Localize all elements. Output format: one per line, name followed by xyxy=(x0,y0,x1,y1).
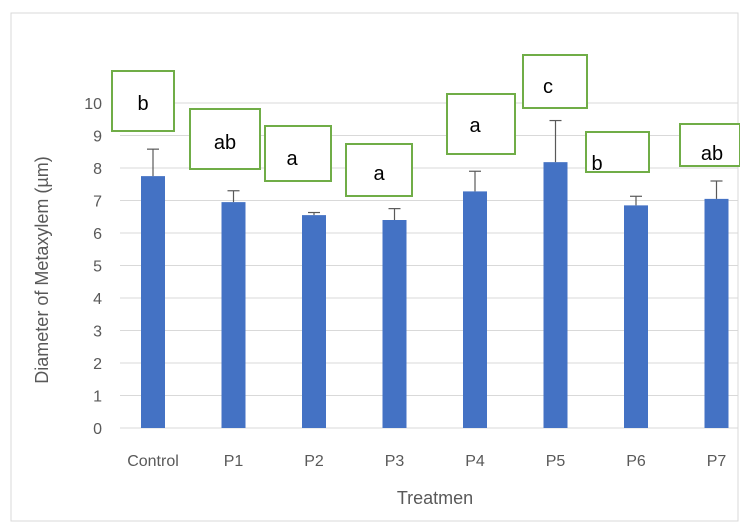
y-axis-title: Diameter of Metaxylem (µm) xyxy=(32,156,52,383)
letter-box-p3: a xyxy=(345,143,413,197)
y-tick-label: 7 xyxy=(93,194,102,211)
x-tick-label: P6 xyxy=(626,453,646,470)
letter-box-border xyxy=(679,123,740,167)
bar-control xyxy=(141,176,165,428)
letter-box-p1: ab xyxy=(189,108,261,170)
bar-p3 xyxy=(382,220,407,428)
y-tick-label: 3 xyxy=(93,324,102,341)
bar-p2 xyxy=(302,215,326,428)
letter-box-border xyxy=(585,131,650,173)
letter-box-p5: c xyxy=(522,54,588,109)
y-tick-label: 0 xyxy=(93,421,102,438)
letter-box-border xyxy=(111,70,175,132)
y-tick-label: 1 xyxy=(93,389,102,406)
x-axis-ticks: Control P1 P2 P3 P4 P5 P6 P7 xyxy=(127,453,726,470)
y-tick-label: 4 xyxy=(93,291,102,308)
error-bars xyxy=(147,119,723,220)
letter-box-p4: a xyxy=(446,93,516,155)
y-tick-label: 6 xyxy=(93,226,102,243)
bar-p4 xyxy=(463,191,487,428)
x-tick-label: P7 xyxy=(707,453,727,470)
letter-box-border xyxy=(345,143,413,197)
significance-letter: a xyxy=(373,163,385,185)
letter-box-p6: b xyxy=(585,131,650,175)
x-tick-label: P4 xyxy=(465,453,485,470)
y-tick-label: 5 xyxy=(93,259,102,276)
x-axis-title: Treatmen xyxy=(397,488,473,508)
significance-letter: c xyxy=(543,76,553,98)
bar-p5 xyxy=(543,162,568,428)
y-tick-label: 10 xyxy=(84,96,102,113)
y-tick-label: 9 xyxy=(93,129,102,146)
y-tick-label: 8 xyxy=(93,161,102,178)
significance-letter: a xyxy=(469,115,481,137)
letter-box-p2: a xyxy=(264,125,332,182)
bar-p1 xyxy=(221,202,246,428)
significance-letters: b ab a a a c b ab xyxy=(111,54,740,197)
bar-p7 xyxy=(704,198,729,428)
bars xyxy=(141,162,729,428)
significance-letter: a xyxy=(286,148,298,170)
x-tick-label: P5 xyxy=(546,453,566,470)
significance-letter: b xyxy=(137,93,148,115)
letter-box-control: b xyxy=(111,70,175,132)
letter-box-p7: ab xyxy=(679,123,740,167)
letter-box-border xyxy=(446,93,516,155)
letter-box-border xyxy=(189,108,261,170)
y-tick-label: 2 xyxy=(93,356,102,373)
significance-letter: ab xyxy=(214,132,236,154)
y-axis-ticks: 0 1 2 3 4 5 6 7 8 9 10 xyxy=(84,96,102,438)
significance-letter: ab xyxy=(701,143,723,165)
significance-letter: b xyxy=(591,153,602,175)
x-tick-label: P3 xyxy=(385,453,405,470)
x-tick-label: P1 xyxy=(224,453,244,470)
letter-box-border xyxy=(522,54,588,109)
x-tick-label: P2 xyxy=(304,453,324,470)
x-tick-label: Control xyxy=(127,453,179,470)
letter-box-border xyxy=(264,125,332,182)
bar-p6 xyxy=(624,205,648,428)
